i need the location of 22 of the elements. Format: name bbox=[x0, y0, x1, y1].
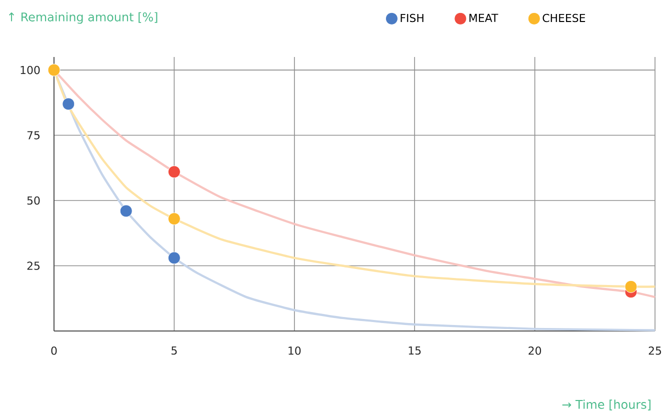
y-tick-label: 50 bbox=[27, 196, 40, 205]
x-tick-label: 15 bbox=[408, 346, 421, 355]
point bbox=[168, 166, 180, 178]
y-tick-label: 25 bbox=[27, 262, 40, 270]
y-tick-label: 75 bbox=[27, 131, 40, 140]
x-axis-title: → Time [hours] bbox=[562, 400, 650, 410]
y-axis-title: ↑ Remaining amount [%] bbox=[8, 12, 158, 24]
legend-label: MEAT bbox=[470, 14, 498, 22]
point bbox=[624, 280, 638, 293]
point bbox=[168, 252, 180, 264]
point bbox=[48, 64, 60, 76]
legend-label: CHEESE bbox=[542, 14, 586, 22]
x-tick-label: 20 bbox=[528, 346, 542, 355]
y-tick-label: 100 bbox=[20, 66, 40, 74]
point bbox=[120, 204, 132, 218]
x-tick-label: 5 bbox=[172, 346, 177, 355]
point bbox=[168, 212, 180, 226]
x-tick-label: 25 bbox=[648, 346, 662, 355]
x-tick-label: 0 bbox=[51, 346, 57, 355]
x-tick-label: 10 bbox=[288, 346, 301, 355]
point bbox=[62, 98, 75, 110]
legend-label: FISH bbox=[400, 14, 424, 22]
